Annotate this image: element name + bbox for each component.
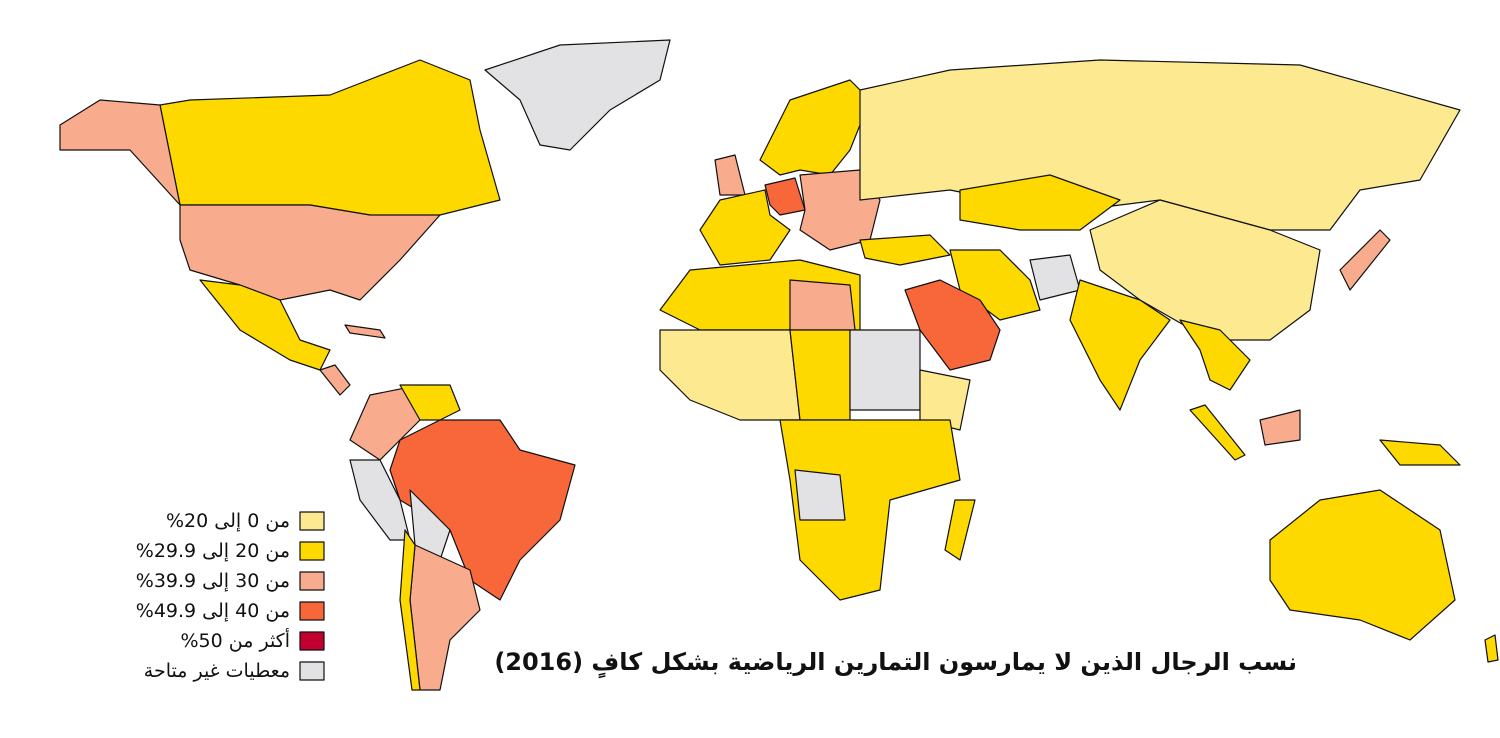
legend-swatch	[299, 571, 325, 591]
new-zealand	[1484, 634, 1499, 663]
alaska	[59, 99, 181, 206]
sumatra	[1189, 404, 1246, 461]
map-title: نسب الرجال الذين لا يمارسون التمارين الر…	[494, 648, 1297, 676]
usa	[179, 204, 441, 301]
legend-swatch	[299, 541, 325, 561]
turkey	[859, 234, 951, 266]
madagascar	[944, 499, 976, 561]
chile	[399, 529, 421, 691]
drc-region	[794, 469, 846, 521]
legend-label: من 20 إلى 29.9%	[135, 540, 290, 562]
venezuela	[399, 384, 461, 421]
kazakhstan	[959, 174, 1121, 231]
japan	[1339, 229, 1391, 291]
legend-swatch	[299, 511, 325, 531]
libya	[789, 279, 856, 331]
legend-label: من 40 إلى 49.9%	[135, 600, 290, 622]
australia	[1269, 489, 1456, 641]
new-guinea	[1379, 439, 1461, 466]
central-africa	[789, 329, 851, 421]
legend-swatch	[299, 601, 325, 621]
scandinavia	[759, 79, 871, 176]
legend-label: من 30 إلى 39.9%	[135, 570, 290, 592]
europe-west	[699, 189, 791, 266]
southeast-asia	[1179, 319, 1251, 391]
india	[1069, 279, 1171, 411]
saudi-arabia	[904, 279, 1001, 371]
legend-label: أكثر من 50%	[180, 630, 290, 652]
west-africa	[659, 329, 801, 421]
mexico	[199, 279, 331, 371]
sudan	[849, 329, 921, 411]
afghanistan	[1029, 254, 1081, 301]
legend-swatch	[299, 661, 325, 681]
uk	[714, 154, 746, 196]
legend-label: معطيات غير متاحة	[143, 660, 290, 682]
southern-africa	[779, 419, 961, 601]
china	[1089, 199, 1321, 341]
legend-swatch	[299, 631, 325, 651]
cuba	[344, 324, 386, 339]
central-america	[319, 364, 351, 396]
greenland	[484, 39, 671, 151]
borneo	[1259, 409, 1301, 446]
germany	[764, 177, 806, 216]
legend-label: من 0 إلى 20%	[165, 510, 290, 532]
ethiopia	[919, 369, 971, 431]
